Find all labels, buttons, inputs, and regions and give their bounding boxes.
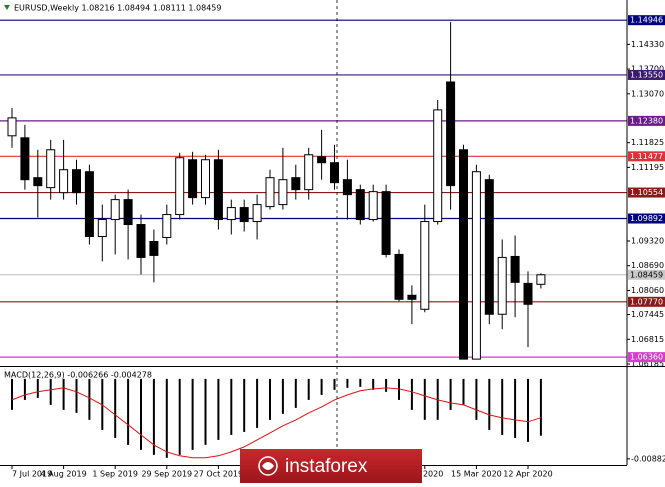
level-label-box	[628, 352, 665, 363]
level-label: 1.12380	[630, 116, 663, 125]
macd-plot	[11, 378, 542, 459]
level-label-box	[628, 15, 665, 26]
price-plot	[0, 19, 627, 360]
macd-signal-line	[11, 387, 542, 459]
candle-body	[291, 177, 301, 191]
candle-body	[278, 179, 288, 206]
candle-body	[162, 214, 172, 238]
candle-body	[84, 171, 94, 238]
candle-body	[368, 191, 378, 221]
candle-body	[239, 207, 249, 223]
y-tick-label: 1.08690	[631, 261, 664, 270]
x-tick-label: 27 Oct 2019	[194, 470, 243, 479]
candle-body	[59, 169, 69, 194]
y-tick-label: 1.13700	[631, 65, 664, 74]
candle-body	[407, 294, 417, 300]
candle-body	[523, 282, 533, 305]
banner-logo-mark	[262, 462, 274, 470]
x-tick-label: Feb 2020	[406, 470, 443, 479]
y-tick-label: 1.14330	[631, 40, 664, 49]
candle-body	[317, 156, 327, 164]
candle-body	[497, 256, 507, 315]
candle-body	[226, 207, 236, 221]
level-label-box	[628, 296, 665, 307]
candle-body	[123, 199, 133, 226]
candle-body	[72, 169, 81, 194]
x-tick-label: 29 Sep 2019	[141, 470, 192, 479]
candle-body	[175, 157, 185, 216]
candle-body	[46, 149, 56, 189]
candle-body	[342, 179, 352, 196]
banner-logo	[258, 456, 278, 476]
macd-y-tick-label: -0.00882	[631, 454, 665, 463]
x-tick-label: 12 Apr 2020	[503, 470, 552, 479]
level-label-box	[628, 213, 665, 224]
level-label: 1.07770	[630, 297, 663, 306]
level-label: 1.11477	[630, 152, 663, 161]
y-tick-label: 1.06185	[631, 360, 664, 369]
level-label: 1.13550	[630, 70, 663, 79]
candle-body	[252, 204, 262, 223]
candle-body	[110, 199, 120, 221]
level-label-box	[628, 187, 665, 198]
candle-body	[433, 109, 443, 223]
x-tick-label: 4 Aug 2019	[41, 470, 87, 479]
axes: 1.14330 1.13700 1.13070 1.11825 1.11195 1.093…	[11, 15, 665, 479]
candle-body	[471, 171, 481, 360]
candle-body	[510, 255, 520, 283]
level-label-box	[628, 151, 665, 162]
candle-body	[381, 191, 391, 255]
level-label-box	[628, 69, 665, 80]
y-tick-label: 1.08060	[631, 286, 664, 295]
level-label: 1.14946	[630, 16, 663, 25]
level-label-box	[628, 269, 665, 280]
symbol-icon	[4, 5, 10, 10]
candle-body	[484, 179, 494, 315]
candle-body	[213, 159, 223, 221]
y-tick-label: 1.11825	[631, 138, 664, 147]
candle-body	[265, 177, 275, 208]
candle-body	[7, 117, 17, 137]
candle-body	[420, 221, 430, 310]
candle-body	[149, 240, 159, 256]
candle-body	[330, 162, 339, 184]
y-tick-label: 1.06815	[631, 335, 664, 344]
level-label-box	[628, 115, 665, 126]
y-tick-label: 1.11195	[631, 163, 664, 172]
level-label: 1.06360	[630, 353, 663, 362]
candle-body	[459, 149, 468, 360]
level-label: 1.08459	[630, 270, 663, 279]
candle-body	[201, 159, 210, 199]
candle-body	[188, 159, 198, 199]
x-tick-label: 15 Mar 2020	[451, 470, 502, 479]
y-tick-label: 1.07445	[631, 310, 664, 319]
x-tick-label: 1 Sep 2019	[92, 470, 138, 479]
candle-body	[33, 177, 43, 187]
chart-title: EURUSD,Weekly 1.08216 1.08494 1.08111 1.…	[14, 4, 221, 13]
y-tick-label: 1.09320	[631, 236, 664, 245]
candle-body	[446, 81, 456, 187]
macd-title: MACD(12,26,9) -0.006266 -0.004278	[4, 371, 152, 380]
candle-body	[536, 274, 546, 285]
watermark-text: instaforex	[285, 456, 368, 477]
x-tick-label: 7 Jul 2019	[12, 470, 52, 479]
candle-body	[304, 154, 314, 191]
candle-body	[394, 253, 404, 300]
y-tick-label: 1.13070	[631, 89, 664, 98]
level-label: 1.09892	[630, 214, 663, 223]
candle-body	[136, 224, 146, 258]
candle-body	[20, 137, 30, 181]
candle-body	[355, 189, 365, 221]
candle-body	[97, 219, 107, 238]
level-label: 1.10554	[630, 188, 663, 197]
watermark-banner: instaforex	[240, 449, 422, 483]
